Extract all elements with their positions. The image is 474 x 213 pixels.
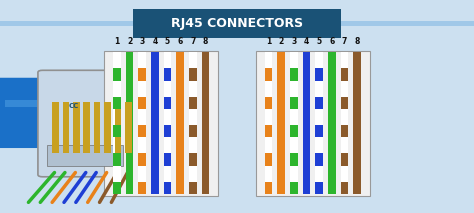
Bar [0,21,474,26]
Bar [113,52,121,194]
Bar [265,153,273,166]
Bar [164,153,171,166]
Bar [303,52,310,194]
Text: 8: 8 [203,37,208,46]
Bar [83,102,90,153]
Bar [113,68,121,81]
Bar [341,125,348,137]
Bar [151,52,159,194]
Bar [189,182,197,194]
Bar [265,52,273,194]
Bar [290,153,298,166]
Bar [265,182,273,194]
Bar [126,52,133,194]
Bar [265,68,273,81]
Bar [125,102,132,153]
Bar [138,125,146,137]
Bar [353,52,361,194]
Bar [176,52,184,194]
Bar [265,97,273,109]
Bar [341,52,348,194]
Bar [277,52,285,194]
Bar [113,97,121,109]
Bar [328,52,336,194]
Text: 3: 3 [139,37,145,46]
Bar [341,182,348,194]
Bar [201,52,209,194]
Bar [63,102,69,153]
Bar [256,51,370,196]
Text: 1: 1 [114,37,119,46]
Bar [341,68,348,81]
Bar [133,9,341,38]
FancyBboxPatch shape [0,78,81,148]
Text: 5: 5 [317,37,322,46]
FancyBboxPatch shape [38,70,137,177]
Bar [104,51,218,196]
Bar [290,68,298,81]
Text: 6: 6 [177,37,183,46]
Bar [189,125,197,137]
Bar [113,182,121,194]
Bar [290,182,298,194]
Bar [164,97,171,109]
Text: 5: 5 [165,37,170,46]
Bar [47,145,123,166]
Bar [341,153,348,166]
Text: RJ45 CONNECTORS: RJ45 CONNECTORS [171,17,303,30]
Bar [52,102,59,153]
Text: 2: 2 [279,37,284,46]
Bar [138,182,146,194]
Bar [315,153,323,166]
Bar [73,102,80,153]
Bar [189,153,197,166]
Bar [104,102,111,153]
Bar [5,100,62,106]
Bar [315,125,323,137]
Bar [189,52,197,194]
Bar [164,182,171,194]
Text: 7: 7 [190,37,195,46]
Bar [290,125,298,137]
Bar [164,68,171,81]
Text: 3: 3 [291,37,297,46]
Bar [315,52,323,194]
Bar [164,52,171,194]
Bar [189,97,197,109]
Bar [115,102,121,153]
Text: 1: 1 [266,37,271,46]
Text: 2: 2 [127,37,132,46]
Bar [290,52,298,194]
Bar [290,97,298,109]
Text: CC: CC [68,104,79,109]
Bar [265,125,273,137]
Text: 8: 8 [355,37,360,46]
Text: 4: 4 [152,37,157,46]
Bar [315,68,323,81]
Bar [113,153,121,166]
Text: 6: 6 [329,37,335,46]
Bar [315,182,323,194]
Bar [113,125,121,137]
Bar [341,97,348,109]
Text: 4: 4 [304,37,309,46]
Bar [189,68,197,81]
Bar [138,153,146,166]
Bar [138,52,146,194]
Bar [138,68,146,81]
Bar [164,125,171,137]
Bar [138,97,146,109]
Text: 7: 7 [342,37,347,46]
Bar [94,102,100,153]
Bar [315,97,323,109]
